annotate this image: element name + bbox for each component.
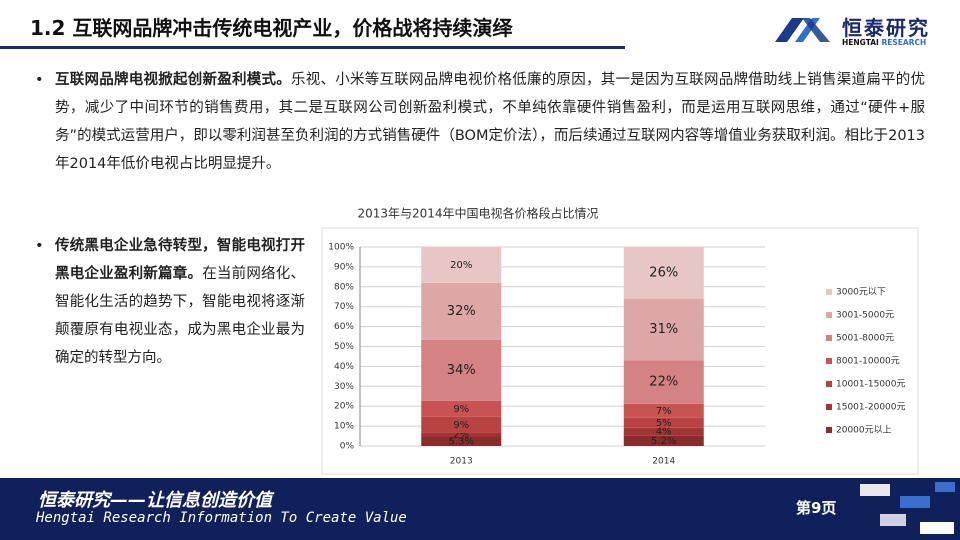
- legend-label: 8001-10000元: [836, 357, 900, 367]
- data-label: 5%: [656, 418, 672, 429]
- bar-segment: [421, 247, 502, 283]
- y-tick-label: 40%: [334, 362, 354, 372]
- y-tick-label: 10%: [334, 422, 354, 432]
- legend-swatch: [826, 427, 832, 433]
- y-tick-label: 60%: [334, 322, 354, 332]
- logo-sub-b: RESEARCH: [881, 38, 927, 47]
- logo-sub-a: HENGTAI: [842, 38, 879, 47]
- data-label: 32%: [447, 304, 476, 319]
- logo-name: 恒泰研究: [842, 16, 930, 40]
- bar-segment: [623, 403, 704, 418]
- chart-title: 2013年与2014年中国电视各价格段占比情况: [357, 206, 598, 221]
- data-label: 34%: [447, 363, 476, 378]
- bullet: • 传统黑电企业急待转型，智能电视打开黑电企业盈利新篇章。在当前网络化、智能化生活…: [35, 238, 305, 366]
- data-label: 22%: [649, 375, 678, 390]
- legend-swatch: [826, 335, 832, 341]
- bullet-lead: 互联网品牌电视掀起创新盈利模式。: [55, 72, 291, 88]
- data-label: 9%: [453, 420, 469, 431]
- data-label: 26%: [649, 265, 678, 280]
- footer-slogan-en: Hengtai Research Information To Create V…: [36, 510, 407, 526]
- bar-segment: [623, 360, 704, 404]
- legend-swatch: [826, 404, 832, 410]
- data-label: 31%: [649, 322, 678, 337]
- bar-segment: [623, 417, 704, 428]
- bullet-text: 乐视、小米等互联网品牌电视价格低廉的原因，其一是因为互联网品牌借助线上销售渠道扁…: [55, 72, 925, 172]
- chart: 2013年与2014年中国电视各价格段占比情况 0% 10% 20% 30% 40% 50…: [321, 206, 919, 475]
- data-label: 9%: [453, 404, 469, 415]
- bar-segment: [623, 298, 704, 361]
- data-label: 7%: [656, 406, 672, 417]
- title-rule: [0, 46, 625, 49]
- data-label: 20%: [450, 260, 472, 271]
- bullet: • 互联网品牌电视掀起创新盈利模式。乐视、小米等互联网品牌电视价格低廉的原因，其一…: [35, 72, 925, 172]
- bar-segment: [623, 427, 704, 436]
- bar-segment: [421, 400, 502, 417]
- x-tick-label: 2014: [652, 457, 675, 467]
- page-number: 第9页: [796, 499, 837, 517]
- legend-label: 3000元以下: [836, 288, 886, 298]
- legend-label: 3001-5000元: [836, 311, 894, 321]
- bar-segment: [421, 416, 502, 433]
- legend-swatch: [826, 358, 832, 364]
- x-tick-label: 2013: [450, 457, 473, 467]
- legend-label: 5001-8000元: [836, 334, 894, 344]
- data-label: 5.3%: [449, 436, 474, 447]
- bar-segment: [421, 339, 502, 401]
- footer-band: [0, 478, 960, 540]
- bullet-lead: 传统黑电企业急待转型，智能电视打开黑电企业盈利新篇章。: [55, 238, 305, 282]
- bar-segment: [421, 436, 502, 446]
- data-label: 4%: [656, 427, 672, 438]
- y-tick-label: 20%: [334, 402, 354, 412]
- y-tick-label: 100%: [328, 243, 354, 253]
- footer-decor: [860, 482, 955, 534]
- y-tick-label: 30%: [334, 382, 354, 392]
- legend-swatch: [826, 289, 832, 295]
- legend-swatch: [826, 312, 832, 318]
- data-label: 5.2%: [651, 436, 676, 447]
- y-tick-label: 0%: [340, 442, 355, 452]
- legend-swatch: [826, 381, 832, 387]
- y-tick-label: 80%: [334, 282, 354, 292]
- bar-segment: [421, 432, 502, 437]
- y-tick-label: 50%: [334, 342, 354, 352]
- chart-frame: [321, 227, 919, 475]
- logo-icon: [775, 18, 830, 42]
- bar-segment: [623, 247, 704, 299]
- bar-segment: [623, 435, 704, 446]
- logo-sub: HENGTAI RESEARCH: [842, 38, 926, 47]
- legend-label: 15001-20000元: [836, 403, 906, 413]
- bar-segment: [421, 282, 502, 340]
- bullet-text: 在当前网络化、智能化生活的趋势下，智能电视将逐渐颠覆原有电视业态，成为黑电企业最…: [55, 266, 305, 366]
- footer-slogan: 恒泰研究——让信息创造价值: [38, 490, 272, 511]
- legend-label: 20000元以上: [836, 425, 892, 436]
- y-tick-label: 70%: [334, 302, 354, 312]
- slide-title: 1.2 互联网品牌冲击传统电视产业，价格战将持续演绎: [30, 16, 513, 40]
- y-tick-label: 90%: [334, 262, 354, 272]
- data-label: 2%: [453, 430, 469, 441]
- legend-label: 10001-15000元: [836, 380, 906, 390]
